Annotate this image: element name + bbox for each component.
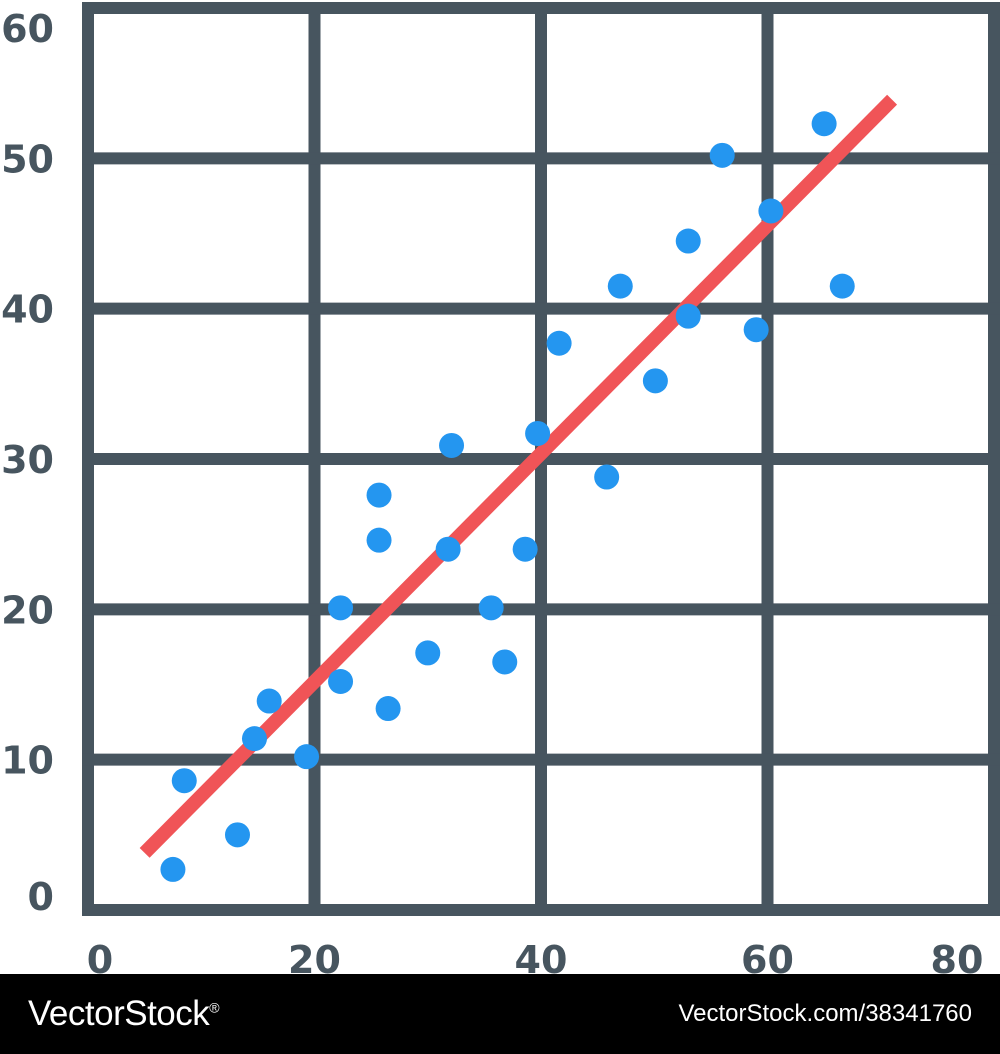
y-tick-label: 30 [1,438,54,482]
y-tick-label: 20 [1,588,54,632]
data-point [171,768,197,794]
y-tick-label: 50 [1,137,54,181]
data-point [709,142,735,168]
data-point [328,595,354,621]
y-tick-label: 10 [1,739,54,783]
data-point [439,432,465,458]
data-point [525,420,551,446]
tick-labels: 0 20 40 60 80 0 10 20 30 40 50 60 [1,7,983,974]
data-point [829,273,855,299]
data-point [607,273,633,299]
data-point [415,640,441,666]
trendline [139,94,898,858]
data-point [375,696,401,722]
watermark-footer: VectorStock® VectorStock.com/38341760 [0,974,1000,1054]
data-points [160,111,855,882]
chart-canvas: 0 20 40 60 80 0 10 20 30 40 50 60 [1,2,1000,974]
data-point [241,726,267,752]
footer-url: VectorStock.com/38341760 [678,1000,972,1027]
footer-brand: VectorStock® [28,994,220,1034]
data-point [546,330,572,356]
data-point [366,527,392,553]
data-point [256,688,282,714]
x-tick-label: 40 [515,938,568,974]
data-point [675,303,701,329]
y-tick-label: 60 [1,7,54,51]
brand-name: VectorStock [28,994,210,1033]
data-point [675,228,701,254]
data-point [758,198,784,224]
x-tick-label: 20 [288,938,341,974]
data-point [512,536,538,562]
data-point [478,595,504,621]
data-point [811,111,837,137]
y-tick-label: 40 [1,288,54,332]
data-point [224,822,250,848]
data-point [160,856,186,882]
data-point [435,536,461,562]
trendline-group [139,94,898,858]
data-point [594,464,620,490]
data-point [328,668,354,694]
data-point [366,482,392,508]
x-tick-label: 60 [741,938,794,974]
data-point [294,744,320,770]
brand-mark: ® [209,999,220,1016]
data-point [492,649,518,675]
y-tick-label: 0 [28,875,54,919]
data-point [642,368,668,394]
x-tick-label: 0 [87,938,113,974]
data-point [743,317,769,343]
scatter-chart: 0 20 40 60 80 0 10 20 30 40 50 60 [1,2,1000,974]
x-tick-label: 80 [931,938,984,974]
